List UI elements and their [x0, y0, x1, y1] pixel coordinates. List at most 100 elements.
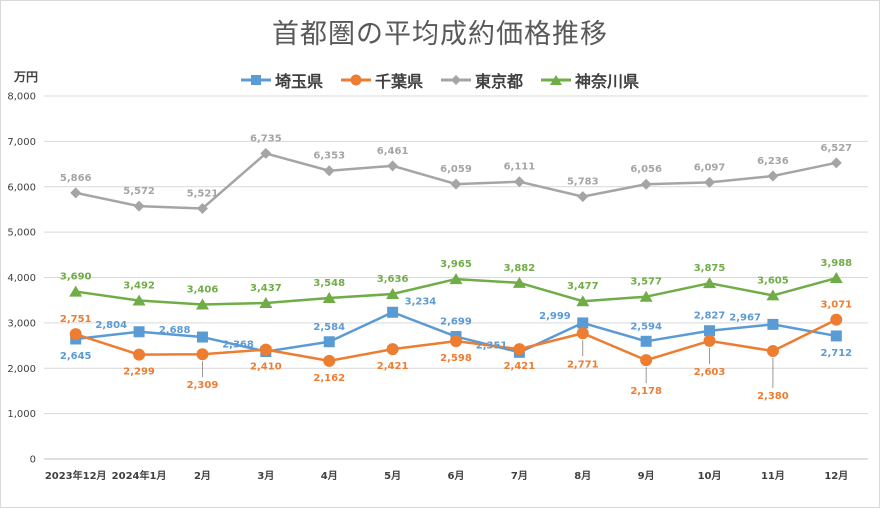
x-tick-label: 12月: [824, 470, 848, 482]
legend-label: 千葉県: [374, 72, 423, 91]
data-label: 6,527: [820, 143, 852, 154]
data-point: [766, 289, 780, 301]
data-label: 2,598: [440, 353, 472, 364]
data-point: [767, 170, 779, 182]
data-point: [387, 306, 399, 318]
data-label: 2,299: [123, 367, 155, 378]
y-axis-unit-label: 万円: [14, 70, 39, 84]
data-label: 2,421: [504, 361, 536, 372]
x-tick-label: 3月: [257, 470, 274, 482]
legend-item-chiba: 千葉県: [340, 68, 423, 92]
legend-marker-square: [240, 75, 271, 85]
data-point: [196, 331, 208, 343]
data-point: [830, 157, 842, 169]
data-label: 3,577: [630, 277, 662, 288]
data-label: 3,875: [694, 263, 726, 274]
data-label: 2,645: [60, 351, 92, 362]
data-point: [513, 343, 526, 356]
data-point: [386, 288, 400, 300]
data-point: [132, 294, 146, 306]
data-point: [196, 202, 208, 214]
data-point: [639, 290, 653, 302]
data-point: [259, 297, 273, 309]
data-point: [133, 348, 146, 361]
data-label: 5,521: [187, 188, 219, 199]
data-point: [829, 272, 843, 284]
data-point: [69, 328, 82, 341]
data-point: [323, 336, 335, 348]
data-label: 2,804: [95, 320, 127, 331]
y-tick-label: 8,000: [7, 92, 36, 103]
data-label: 6,059: [440, 164, 472, 175]
data-label: 2,771: [567, 359, 599, 370]
data-point: [69, 285, 83, 297]
data-label: 6,097: [694, 162, 726, 173]
data-point: [576, 295, 590, 307]
data-label: 3,965: [440, 259, 472, 270]
data-label: 2,699: [440, 317, 472, 328]
data-point: [576, 327, 589, 340]
data-point: [704, 176, 716, 188]
legend-marker-diamond: [441, 75, 471, 85]
data-point: [260, 147, 272, 159]
data-label: 6,236: [757, 156, 789, 167]
x-tick-label: 4月: [321, 470, 338, 482]
x-tick-label: 2月: [194, 470, 211, 482]
data-label: 3,636: [377, 274, 409, 285]
data-label: 2,827: [694, 311, 726, 322]
y-tick-label: 7,000: [7, 137, 36, 148]
legend-marker-circle: [340, 74, 371, 86]
legend-item-tokyo: 東京都: [441, 68, 523, 92]
data-label: 6,111: [504, 162, 536, 173]
data-label: 2,410: [250, 362, 282, 373]
data-point: [195, 298, 209, 310]
data-label: 2,380: [757, 391, 789, 402]
legend-label: 埼玉県: [274, 72, 323, 91]
data-point: [767, 318, 779, 330]
x-tick-label: 9月: [638, 470, 655, 482]
data-point: [640, 354, 653, 367]
data-label: 2,603: [694, 367, 726, 378]
chart-title: 首都圏の平均成約価格推移: [272, 19, 608, 50]
data-label: 2,999: [539, 311, 571, 322]
data-label: 6,735: [250, 133, 282, 144]
data-point: [640, 335, 652, 347]
data-point: [196, 348, 209, 361]
x-tick-label: 5月: [384, 470, 401, 482]
legend-label: 東京都: [475, 72, 524, 91]
data-point: [513, 176, 525, 188]
y-tick-label: 6,000: [7, 182, 36, 193]
data-label: 3,477: [567, 281, 599, 292]
data-point: [322, 292, 336, 304]
y-tick-label: 3,000: [7, 318, 36, 329]
x-tick-label: 10月: [698, 470, 722, 482]
y-tick-label: 5,000: [7, 228, 36, 239]
data-label: 6,461: [377, 146, 409, 157]
data-label: 3,492: [123, 281, 155, 292]
data-label: 2,162: [313, 373, 345, 384]
data-label: 2,368: [222, 340, 254, 351]
data-point: [450, 178, 462, 190]
data-point: [830, 313, 843, 326]
data-point: [577, 317, 589, 329]
data-label: 3,437: [250, 283, 282, 294]
data-label: 5,572: [123, 186, 155, 197]
data-point: [704, 325, 716, 337]
legend-marker-triangle: [541, 75, 572, 85]
data-point: [830, 330, 842, 342]
y-tick-label: 4,000: [7, 273, 36, 284]
data-point: [70, 187, 82, 199]
x-tick-label: 11月: [761, 470, 785, 482]
data-point: [450, 335, 462, 348]
chart-legend: 埼玉県 千葉県 東京都 神奈川県: [0, 68, 880, 92]
data-label: 3,406: [187, 284, 219, 295]
data-point: [703, 277, 717, 289]
y-tick-label: 1,000: [7, 409, 36, 420]
data-point: [449, 273, 463, 285]
data-point: [703, 334, 716, 347]
data-point: [766, 345, 779, 358]
x-tick-label: 7月: [511, 470, 528, 482]
data-label: 3,605: [757, 275, 789, 286]
x-tick-label: 6月: [448, 470, 465, 482]
